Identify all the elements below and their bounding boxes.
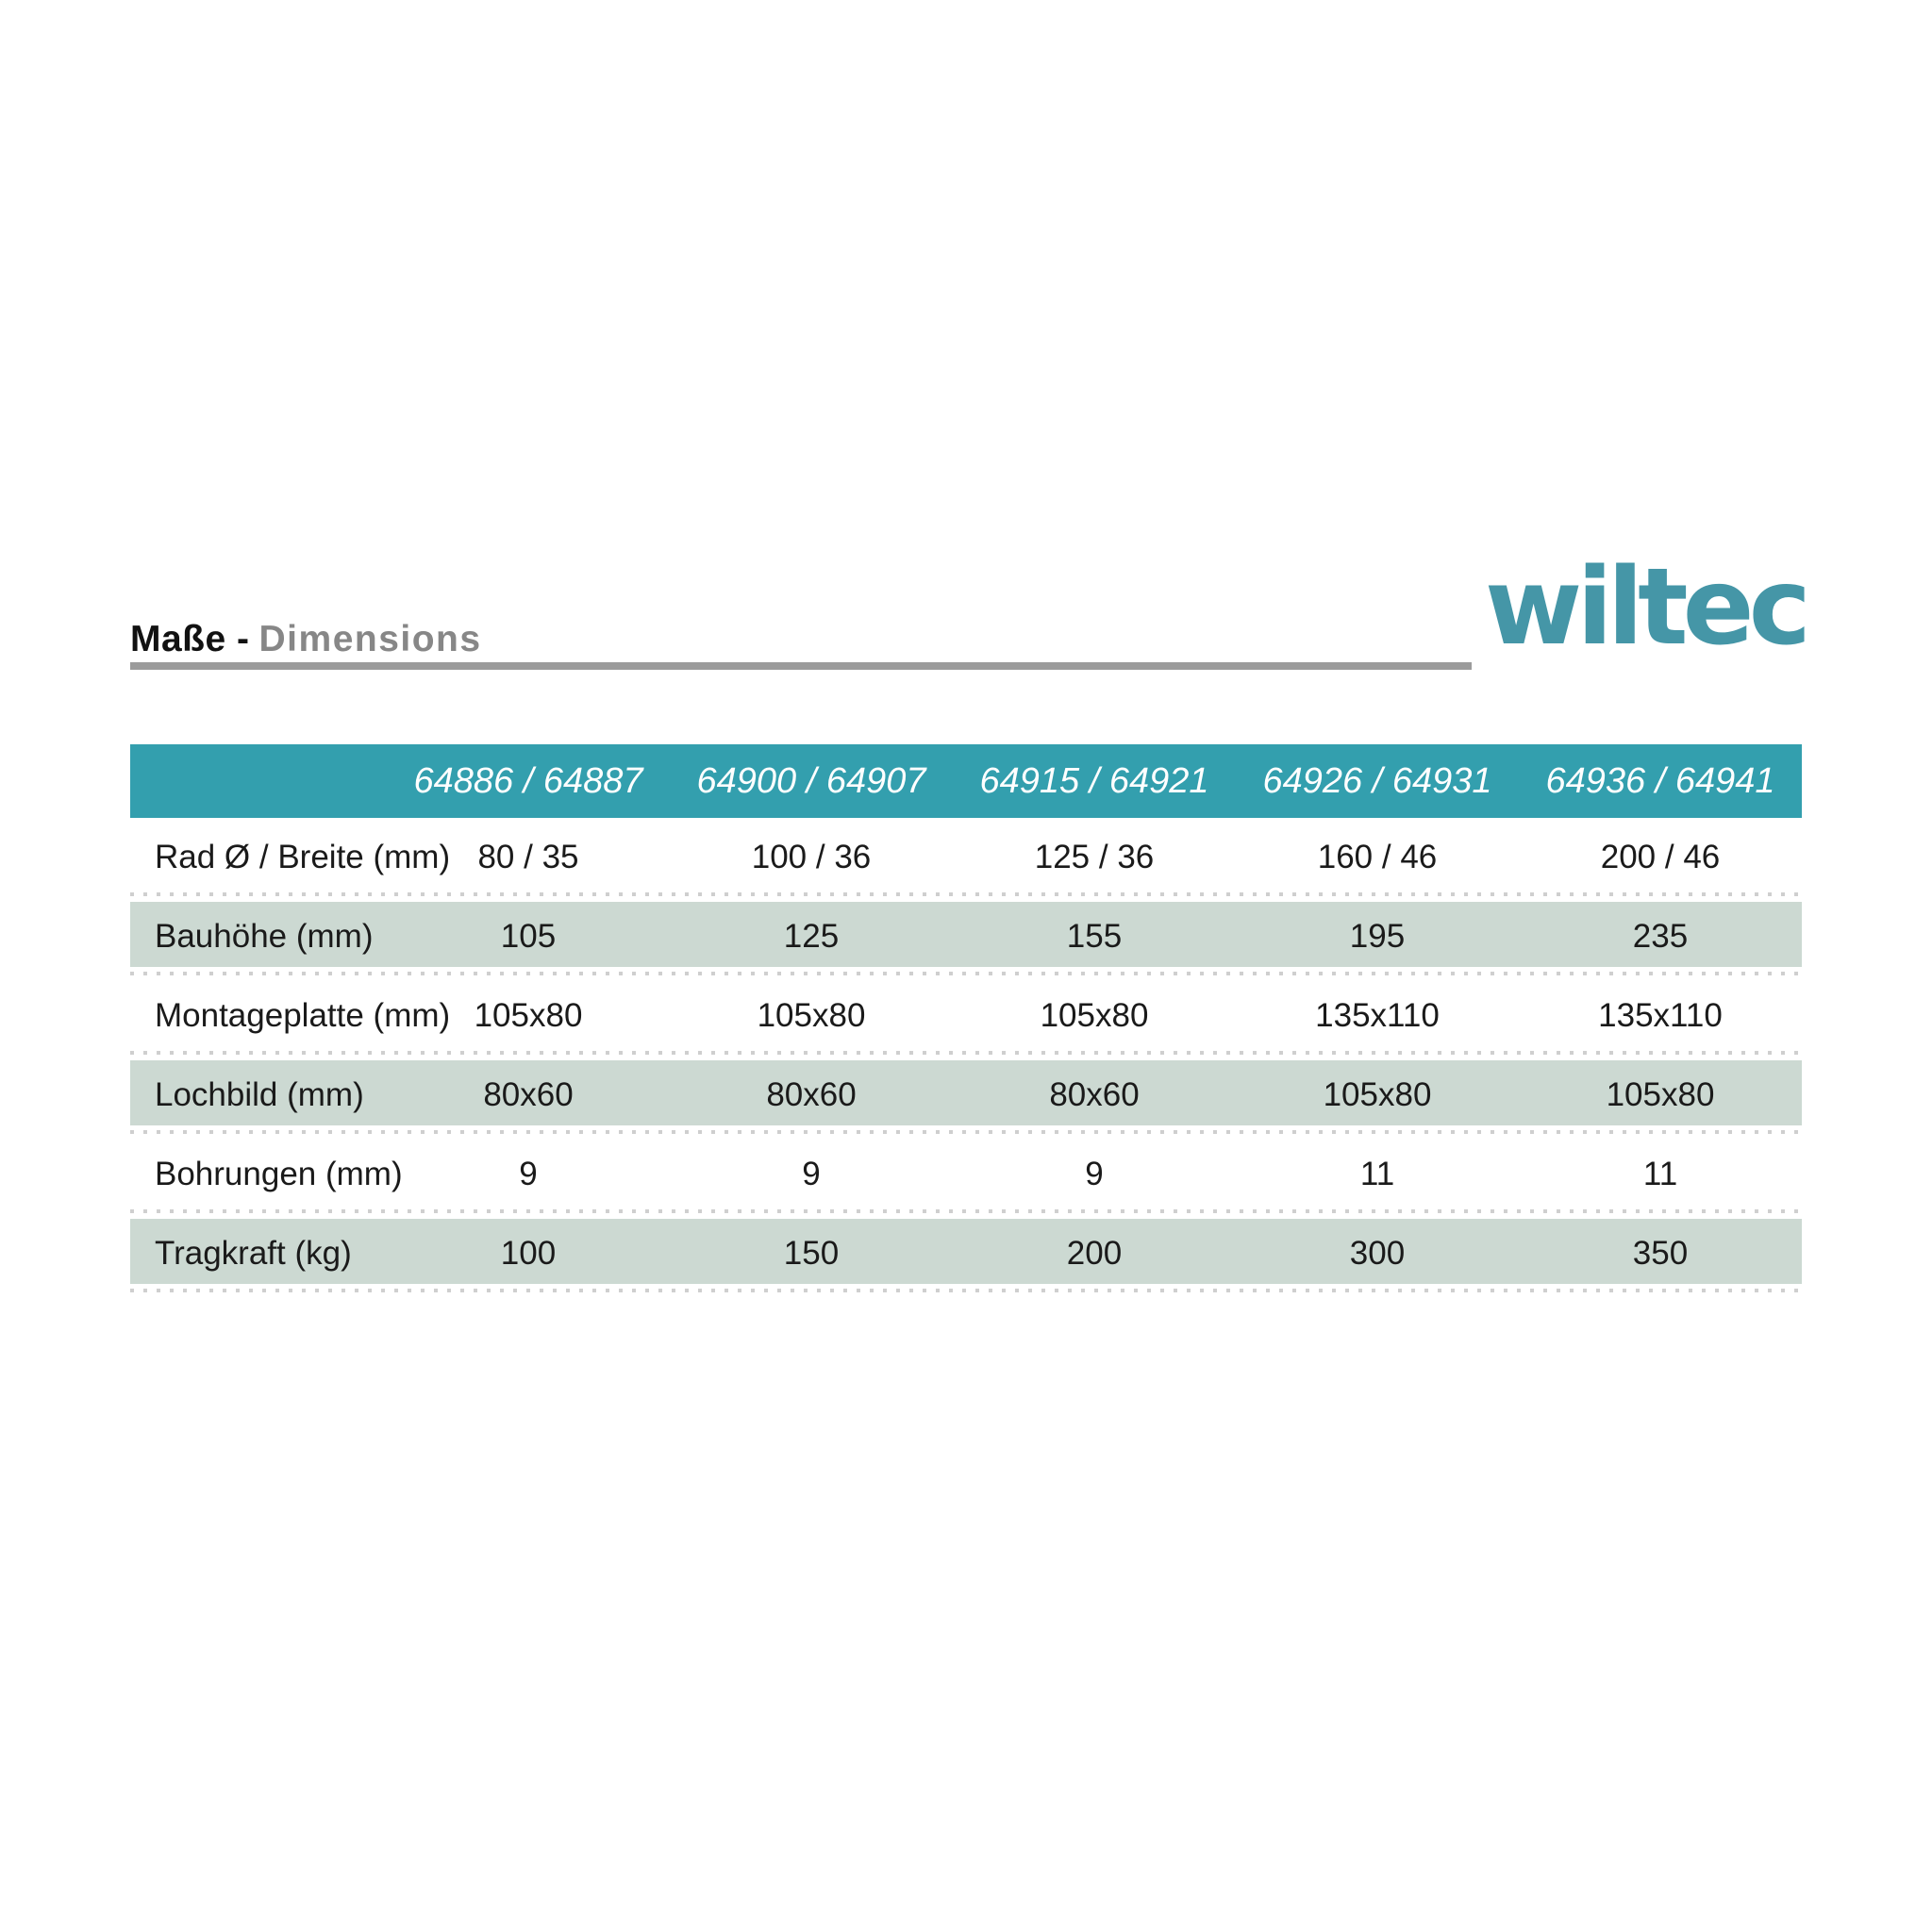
page-title-english: Dimensions xyxy=(258,619,482,659)
row-label: Bohrungen (mm) xyxy=(155,1156,403,1192)
cell-value: 125 / 36 xyxy=(1034,839,1155,875)
cell-value: 80x60 xyxy=(483,1076,574,1113)
product-code-header: 64900 / 64907 xyxy=(696,760,926,801)
table-header-row: 64886 / 64887 64900 / 64907 64915 / 6492… xyxy=(130,744,1802,818)
row-background-band xyxy=(130,1060,1802,1125)
row-label: Rad Ø / Breite (mm) xyxy=(155,839,451,875)
cell-value: 235 xyxy=(1632,918,1689,955)
dimensions-table: 64886 / 64887 64900 / 64907 64915 / 6492… xyxy=(130,744,1804,1293)
row-separator-dotted-line xyxy=(130,1209,1804,1213)
row-label: Lochbild (mm) xyxy=(155,1076,364,1113)
title-underline-rule xyxy=(130,662,1472,670)
cell-value: 125 xyxy=(783,918,840,955)
row-label: Montageplatte (mm) xyxy=(155,997,451,1034)
row-label: Bauhöhe (mm) xyxy=(155,918,374,955)
cell-value: 155 xyxy=(1066,918,1123,955)
cell-value: 80x60 xyxy=(1049,1076,1140,1113)
row-background-band xyxy=(130,1219,1802,1284)
cell-value: 105x80 xyxy=(474,997,583,1034)
row-separator-dotted-line xyxy=(130,1130,1804,1134)
cell-value: 195 xyxy=(1349,918,1406,955)
row-separator-dotted-line xyxy=(130,972,1804,975)
table-row-wheel-diameter: Rad Ø / Breite (mm) 80 / 35 100 / 36 125… xyxy=(130,818,1804,897)
table-row-load-capacity: Tragkraft (kg) 100 150 200 300 350 xyxy=(130,1214,1804,1293)
cell-value: 100 xyxy=(500,1235,557,1272)
cell-value: 9 xyxy=(519,1156,538,1192)
row-separator-dotted-line xyxy=(130,1289,1804,1292)
wiltec-logo: wiltec xyxy=(1484,546,1811,669)
row-separator-dotted-line xyxy=(130,892,1804,896)
table-row-hole-pattern: Lochbild (mm) 80x60 80x60 80x60 105x80 1… xyxy=(130,1056,1804,1135)
table-row-height: Bauhöhe (mm) 105 125 155 195 235 xyxy=(130,897,1804,976)
product-code-header: 64926 / 64931 xyxy=(1262,760,1492,801)
cell-value: 105x80 xyxy=(1323,1076,1432,1113)
table-row-bore-holes: Bohrungen (mm) 9 9 9 11 11 xyxy=(130,1135,1804,1214)
cell-value: 11 xyxy=(1642,1156,1678,1192)
table-row-mounting-plate: Montageplatte (mm) 105x80 105x80 105x80 … xyxy=(130,976,1804,1056)
cell-value: 9 xyxy=(1085,1156,1104,1192)
product-code-header: 64936 / 64941 xyxy=(1545,760,1775,801)
cell-value: 11 xyxy=(1359,1156,1395,1192)
cell-value: 80 / 35 xyxy=(477,839,579,875)
row-background-band xyxy=(130,902,1802,967)
cell-value: 105 xyxy=(500,918,557,955)
page-title-german: Maße - xyxy=(130,619,250,659)
cell-value: 135x110 xyxy=(1315,997,1440,1034)
product-code-header: 64886 / 64887 xyxy=(413,760,643,801)
cell-value: 350 xyxy=(1632,1235,1689,1272)
cell-value: 135x110 xyxy=(1598,997,1723,1034)
cell-value: 105x80 xyxy=(1606,1076,1715,1113)
cell-value: 300 xyxy=(1349,1235,1406,1272)
cell-value: 105x80 xyxy=(757,997,866,1034)
page-title: Maße - Dimensions xyxy=(130,619,482,660)
cell-value: 150 xyxy=(783,1235,840,1272)
cell-value: 80x60 xyxy=(766,1076,857,1113)
cell-value: 160 / 46 xyxy=(1317,839,1438,875)
cell-value: 105x80 xyxy=(1040,997,1149,1034)
product-code-header: 64915 / 64921 xyxy=(979,760,1209,801)
row-separator-dotted-line xyxy=(130,1051,1804,1055)
cell-value: 9 xyxy=(802,1156,821,1192)
cell-value: 200 xyxy=(1066,1235,1123,1272)
cell-value: 100 / 36 xyxy=(751,839,872,875)
row-label: Tragkraft (kg) xyxy=(155,1235,352,1272)
cell-value: 200 / 46 xyxy=(1600,839,1721,875)
